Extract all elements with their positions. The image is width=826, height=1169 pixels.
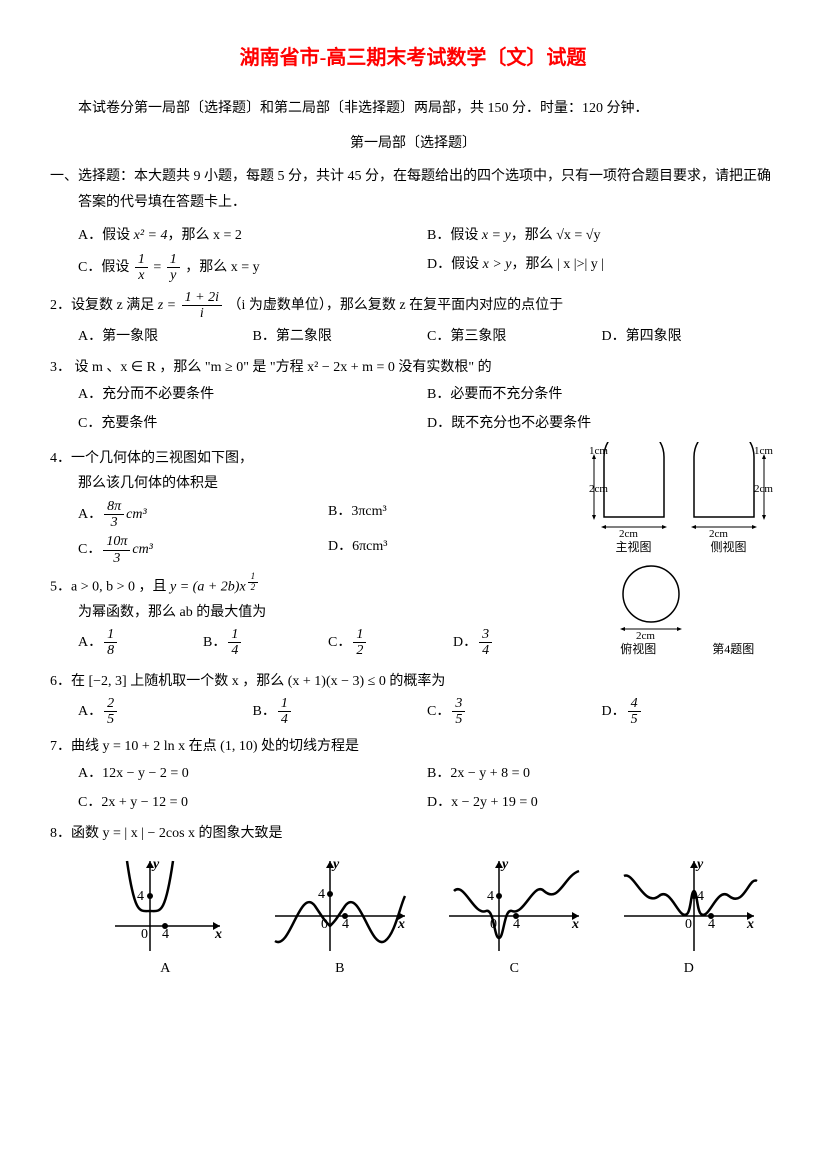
q8-graph-d: y x 4 4 0 D	[619, 856, 759, 981]
q2-opt-a: A．第一象限	[78, 322, 253, 351]
svg-text:4: 4	[162, 927, 169, 942]
q5-opt-d: D．34	[453, 625, 578, 661]
svg-text:y: y	[500, 857, 509, 872]
q6-opt-c: C．35	[427, 694, 602, 730]
q4-opt-d: D．6πcm³	[328, 532, 578, 568]
exam-title: 湖南省市-高三期末考试数学〔文〕试题	[50, 40, 776, 76]
q4-figure: 1cm 2cm 2cm 1cm 2cm 2cm 主视图 侧视图 2cm 俯视图	[578, 442, 776, 660]
svg-text:x: x	[571, 917, 579, 932]
q1-opt-d: D．假设 x > y，那么 | x |>| y |	[427, 250, 776, 286]
part1-heading: 第一局部〔选择题〕	[50, 131, 776, 156]
q7-opt-d: D．x − 2y + 19 = 0	[427, 788, 776, 817]
q5-opt-b: B．14	[203, 625, 328, 661]
svg-text:4: 4	[708, 917, 715, 932]
question-3: 3． 设 m 、x ∈ R ，那么 "m ≥ 0" 是 "方程 x² − 2x …	[50, 355, 776, 439]
question-4: 4．一个几何体的三视图如下图， 那么该几何体的体积是 A．8π3cm³ B．3π…	[50, 446, 578, 568]
q7-opt-c: C．2x + y − 12 = 0	[78, 788, 427, 817]
svg-text:4: 4	[513, 917, 520, 932]
q1-opt-c: C．假设 1x = 1y ，那么 x = y	[78, 250, 427, 286]
q3-opt-c: C．充要条件	[78, 409, 427, 438]
q6-opt-b: B．14	[253, 694, 428, 730]
svg-text:y: y	[151, 857, 160, 872]
svg-text:2cm: 2cm	[589, 483, 608, 495]
q4-opt-a: A．8π3cm³	[78, 497, 328, 533]
question-8: 8．函数 y = | x | − 2cos x 的图象大致是 y x 4 4 0…	[50, 821, 776, 981]
svg-text:4: 4	[137, 889, 144, 904]
q7-opt-b: B．2x − y + 8 = 0	[427, 759, 776, 788]
question-6: 6．在 [−2, 3] 上随机取一个数 x ，那么 (x + 1)(x − 3)…	[50, 669, 776, 730]
q1-opt-a: A．假设 x² = 4，那么 x = 2	[78, 221, 427, 250]
svg-text:1cm: 1cm	[589, 445, 608, 457]
q6-opt-a: A．25	[78, 694, 253, 730]
section1-heading: 一、选择题：本大题共 9 小题，每题 5 分，共计 45 分，在每题给出的四个选…	[50, 164, 776, 214]
svg-text:1cm: 1cm	[754, 445, 773, 457]
q6-opt-d: D．45	[602, 694, 777, 730]
svg-text:0: 0	[685, 917, 692, 932]
svg-text:4: 4	[318, 887, 325, 902]
svg-text:0: 0	[141, 927, 148, 942]
q8-graph-a: y x 4 4 0 A	[95, 856, 235, 981]
question-1: A．假设 x² = 4，那么 x = 2 B．假设 x = y，那么 √x = …	[50, 221, 776, 286]
svg-text:4: 4	[487, 889, 494, 904]
q2-opt-c: C．第三象限	[427, 322, 602, 351]
question-7: 7．曲线 y = 10 + 2 ln x 在点 (1, 10) 处的切线方程是 …	[50, 734, 776, 818]
svg-text:2cm: 2cm	[754, 483, 773, 495]
q4-opt-b: B．3πcm³	[328, 497, 578, 533]
svg-text:2cm: 2cm	[709, 528, 728, 537]
q4-opt-c: C．10π3cm³	[78, 532, 328, 568]
svg-text:y: y	[695, 857, 704, 872]
q3-opt-d: D．既不充分也不必要条件	[427, 409, 776, 438]
svg-text:2cm: 2cm	[636, 630, 655, 639]
q5-opt-a: A．18	[78, 625, 203, 661]
q8-graph-c: y x 4 4 0 C	[444, 856, 584, 981]
q3-opt-b: B．必要而不充分条件	[427, 380, 776, 409]
svg-text:x: x	[214, 927, 222, 942]
q3-opt-a: A．充分而不必要条件	[78, 380, 427, 409]
svg-text:y: y	[331, 857, 340, 872]
q7-opt-a: A．12x − y − 2 = 0	[78, 759, 427, 788]
question-5: 5．a > 0, b > 0 ，且 y = (a + 2b)x12 为幂函数，那…	[50, 572, 578, 661]
q1-opt-b: B．假设 x = y，那么 √x = √y	[427, 221, 776, 250]
q2-opt-d: D．第四象限	[602, 322, 777, 351]
svg-text:4: 4	[342, 917, 349, 932]
svg-text:2cm: 2cm	[619, 528, 638, 537]
q2-opt-b: B．第二象限	[253, 322, 428, 351]
question-2: 2．设复数 z 满足 z = 1 + 2ii （i 为虚数单位），那么复数 z …	[50, 290, 776, 351]
exam-intro: 本试卷分第一局部〔选择题〕和第二局部〔非选择题〕两局部，共 150 分．时量：1…	[50, 96, 776, 121]
svg-text:x: x	[746, 917, 754, 932]
q8-graph-b: y x 4 4 0 B	[270, 856, 410, 981]
q5-opt-c: C．12	[328, 625, 453, 661]
